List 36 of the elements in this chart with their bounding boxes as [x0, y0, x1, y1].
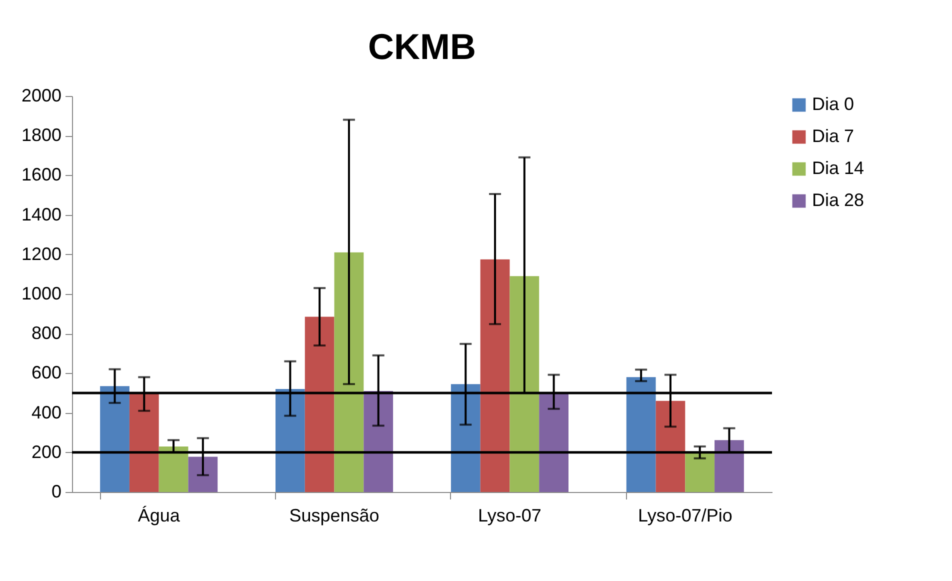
- x-tick-label: Suspensão: [289, 506, 380, 526]
- bar: [188, 456, 218, 492]
- bar: [510, 276, 540, 492]
- legend-label: Dia 0: [812, 94, 854, 114]
- bar: [334, 252, 364, 492]
- y-tick-label: 1000: [21, 284, 62, 304]
- bar: [304, 316, 334, 492]
- y-tick-label: 2000: [21, 86, 62, 106]
- x-tick-label: Água: [138, 506, 181, 526]
- y-tick-label: 200: [31, 442, 62, 462]
- y-tick-label: 600: [31, 362, 62, 383]
- y-tick-label: 1200: [21, 244, 62, 264]
- bar: [158, 446, 188, 492]
- bar: [656, 400, 686, 492]
- chart-title: CKMB: [368, 26, 476, 67]
- bar: [364, 391, 394, 492]
- bar: [539, 392, 568, 492]
- bar: [480, 259, 510, 492]
- bar: [450, 384, 480, 492]
- bar: [100, 386, 130, 492]
- legend-label: Dia 28: [812, 190, 864, 210]
- y-tick-label: 1400: [21, 204, 62, 224]
- legend-label: Dia 14: [812, 158, 864, 178]
- y-tick-label: 0: [51, 482, 62, 502]
- y-tick-label: 1600: [21, 164, 62, 185]
- bar: [626, 377, 656, 492]
- y-tick-label: 1800: [21, 125, 62, 146]
- bar: [714, 440, 744, 492]
- x-tick-label: Lyso-07: [478, 506, 542, 526]
- x-tick-label: Lyso-07/Pio: [638, 506, 732, 526]
- bar: [276, 389, 305, 492]
- y-tick-label: 800: [31, 323, 62, 344]
- legend-label: Dia 7: [812, 126, 854, 146]
- bar: [129, 393, 159, 492]
- y-tick-label: 400: [31, 402, 62, 422]
- bar: [685, 452, 715, 492]
